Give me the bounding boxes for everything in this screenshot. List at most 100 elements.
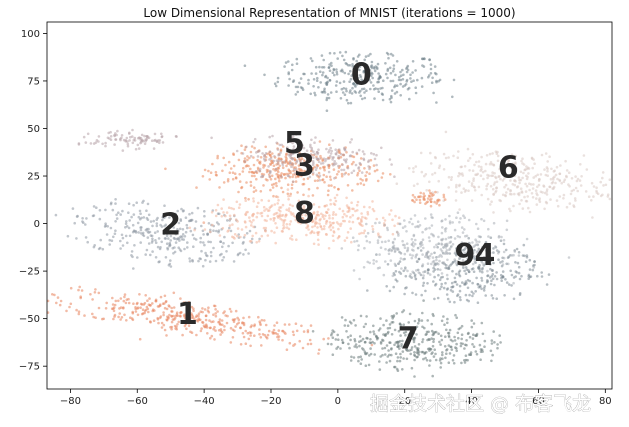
scatter-point — [263, 73, 266, 77]
scatter-point — [448, 252, 452, 255]
scatter-point — [398, 260, 402, 263]
scatter-point — [446, 287, 450, 290]
scatter-point — [346, 210, 350, 213]
scatter-point — [377, 72, 380, 75]
scatter-point — [242, 316, 245, 320]
scatter-point — [431, 374, 435, 378]
scatter-point — [430, 262, 433, 266]
scatter-point — [137, 215, 141, 219]
scatter-point — [298, 159, 302, 162]
scatter-point — [449, 289, 453, 292]
scatter-point — [392, 285, 396, 289]
scatter-point — [493, 341, 496, 344]
scatter-point — [325, 98, 329, 102]
scatter-point — [360, 87, 364, 91]
scatter-point — [442, 261, 446, 264]
scatter-point — [356, 182, 360, 186]
scatter-point — [525, 255, 529, 259]
scatter-point — [312, 78, 316, 81]
scatter-point — [512, 276, 516, 279]
scatter-point — [201, 307, 204, 310]
scatter-point — [314, 168, 318, 172]
scatter-point — [294, 93, 298, 96]
scatter-point — [430, 322, 434, 326]
scatter-point — [201, 320, 204, 324]
scatter-point — [349, 141, 352, 144]
scatter-point — [331, 71, 335, 74]
scatter-point — [229, 341, 233, 344]
scatter-point — [468, 169, 471, 172]
scatter-point — [399, 94, 403, 97]
scatter-point — [174, 241, 178, 244]
scatter-point — [197, 259, 200, 263]
scatter-point — [197, 312, 201, 316]
scatter-point — [395, 279, 399, 283]
scatter-point — [326, 93, 330, 96]
scatter-point — [395, 182, 399, 185]
scatter-point — [237, 190, 240, 194]
scatter-point — [484, 242, 488, 245]
scatter-point — [182, 301, 186, 304]
scatter-point — [464, 272, 468, 276]
scatter-point — [532, 266, 536, 269]
scatter-point — [250, 174, 254, 178]
scatter-point — [162, 232, 166, 236]
scatter-point — [450, 176, 454, 179]
scatter-point — [501, 270, 505, 273]
scatter-point — [139, 306, 142, 310]
scatter-point — [475, 160, 478, 164]
scatter-point — [340, 153, 343, 156]
scatter-point — [443, 198, 447, 201]
scatter-point — [333, 196, 337, 200]
scatter-point — [309, 159, 313, 162]
scatter-point — [516, 185, 520, 188]
scatter-point — [206, 332, 209, 335]
scatter-point — [353, 345, 357, 348]
scatter-point — [486, 197, 490, 201]
scatter-point — [132, 213, 136, 216]
scatter-point — [284, 155, 288, 159]
scatter-point — [499, 341, 502, 344]
x-tick-label: 60 — [532, 396, 545, 407]
scatter-point — [369, 347, 372, 350]
scatter-point — [439, 366, 443, 369]
scatter-point — [432, 331, 435, 335]
y-tick-label: −50 — [19, 314, 40, 325]
scatter-point — [195, 319, 199, 322]
scatter-point — [409, 352, 413, 356]
scatter-point — [196, 206, 200, 210]
scatter-point — [502, 256, 506, 260]
scatter-point — [325, 157, 328, 161]
scatter-point — [186, 246, 189, 249]
scatter-point — [490, 200, 493, 203]
scatter-point — [362, 325, 366, 329]
scatter-point — [391, 54, 395, 57]
scatter-point — [104, 144, 107, 148]
scatter-point — [528, 182, 531, 185]
scatter-point — [518, 292, 522, 295]
scatter-point — [289, 156, 292, 159]
scatter-point — [343, 239, 347, 242]
scatter-point — [368, 206, 371, 209]
scatter-point — [91, 298, 94, 301]
scatter-point — [213, 338, 216, 341]
scatter-point — [137, 136, 140, 140]
scatter-point — [447, 175, 451, 179]
scatter-point — [435, 80, 438, 84]
scatter-point — [475, 173, 479, 177]
scatter-point — [305, 221, 308, 225]
scatter-point — [378, 253, 381, 256]
scatter-point — [253, 324, 256, 328]
scatter-point — [332, 211, 335, 214]
scatter-point — [433, 275, 436, 279]
scatter-point — [358, 232, 361, 236]
scatter-point — [114, 202, 117, 205]
scatter-point — [431, 216, 434, 220]
scatter-point — [477, 165, 481, 168]
scatter-point — [431, 344, 435, 348]
scatter-point — [350, 355, 353, 359]
scatter-point — [480, 268, 484, 271]
scatter-point — [255, 241, 258, 244]
scatter-point — [471, 343, 474, 346]
scatter-point — [266, 214, 270, 218]
